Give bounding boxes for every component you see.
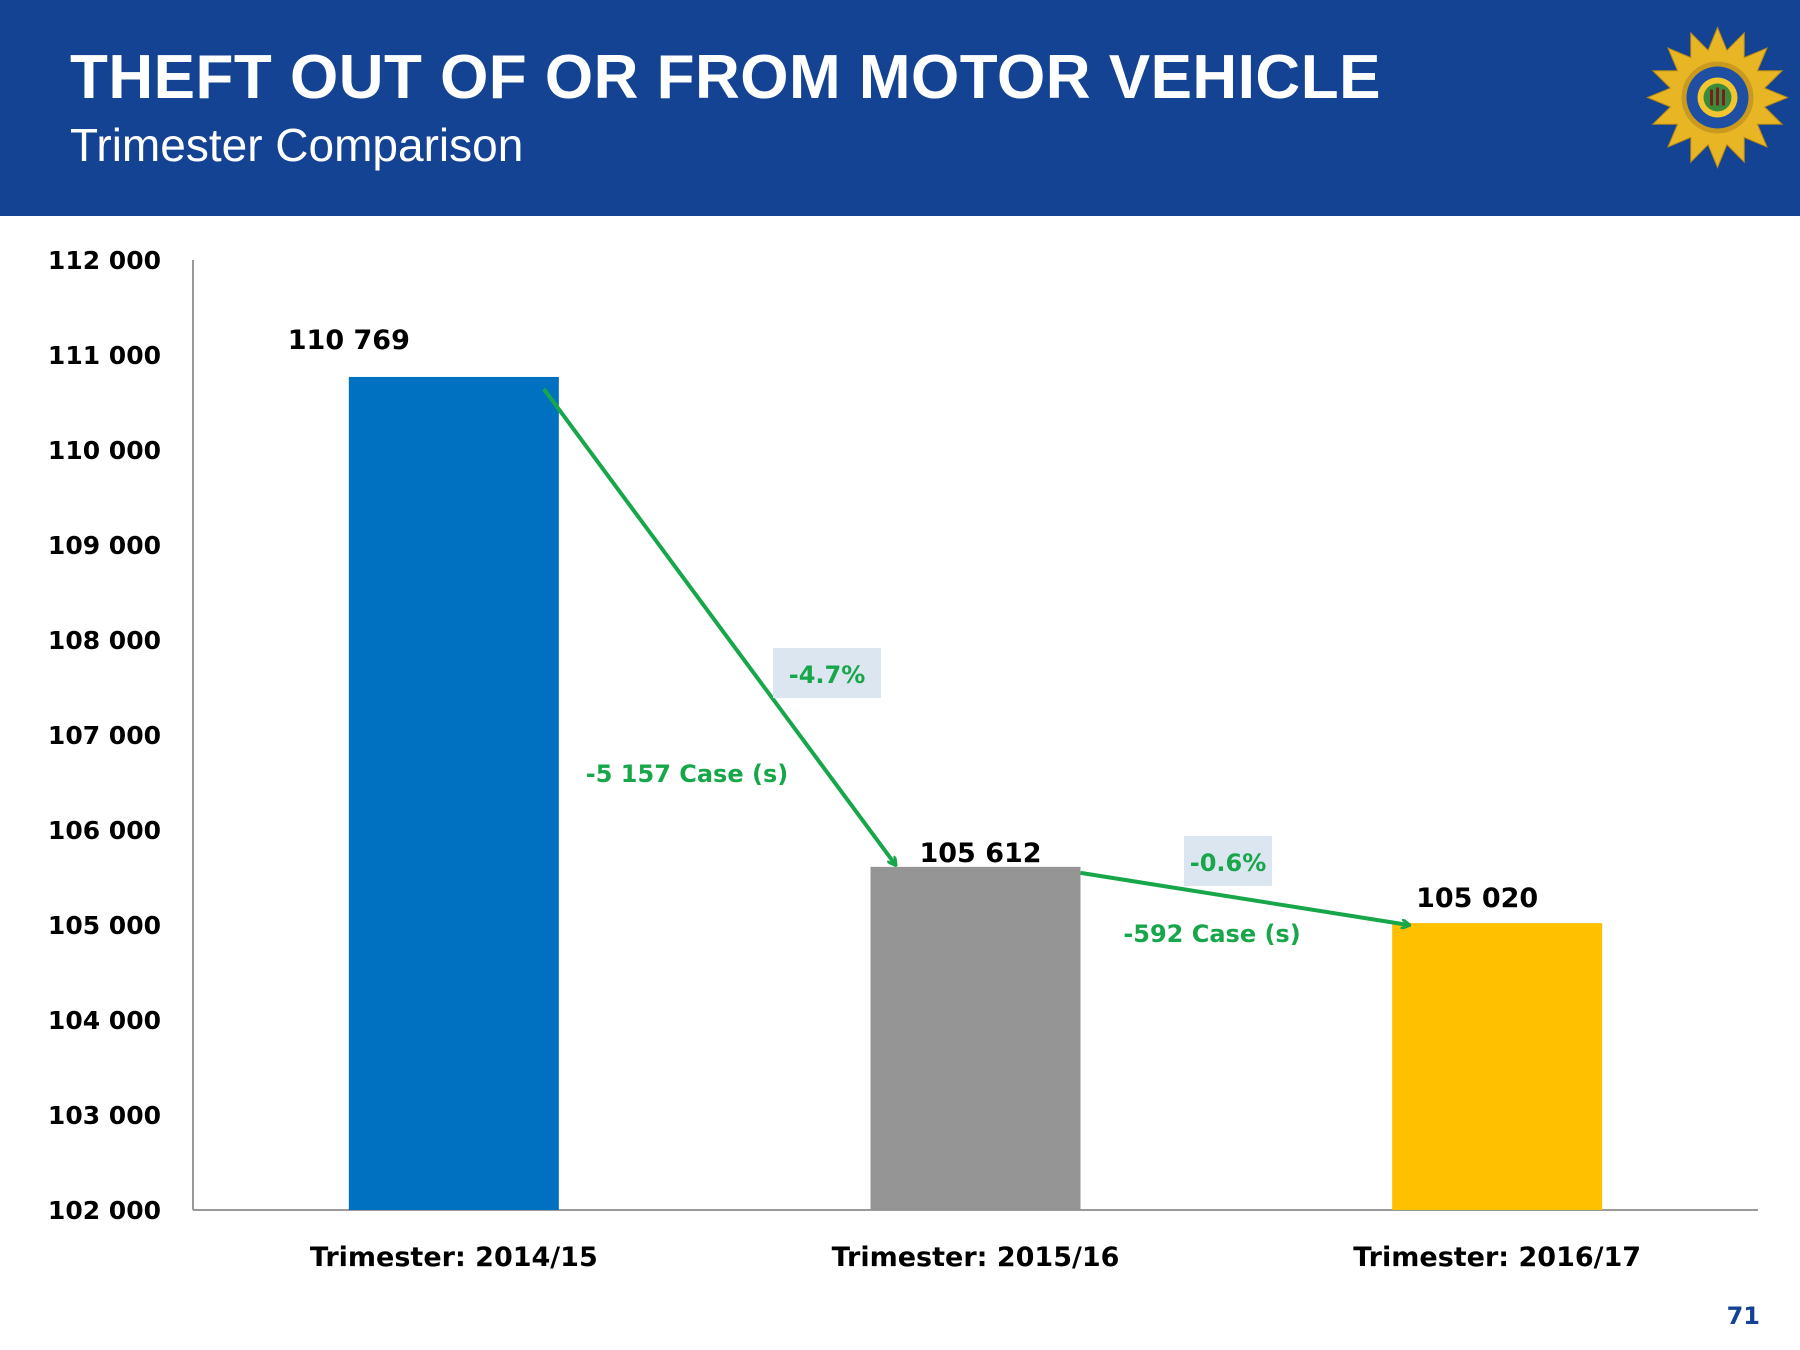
- bar: [1392, 923, 1603, 1210]
- x-tick-label: Trimester: 2014/15: [310, 1242, 598, 1273]
- percent-box: [773, 648, 881, 698]
- y-tick-label: 108 000: [48, 626, 161, 655]
- case-change-label: -592 Case (s): [1123, 920, 1300, 948]
- bar: [348, 376, 559, 1210]
- saps-star-badge-icon: [1646, 26, 1789, 169]
- x-tick-label: Trimester: 2015/16: [832, 1242, 1120, 1273]
- y-tick-label: 111 000: [48, 341, 161, 370]
- y-tick-label: 109 000: [48, 531, 161, 560]
- y-tick-label: 106 000: [48, 816, 161, 845]
- y-tick-label: 107 000: [48, 721, 161, 750]
- page-number: 71: [1726, 1302, 1760, 1330]
- x-tick-label: Trimester: 2016/17: [1353, 1242, 1641, 1273]
- y-tick-label: 104 000: [48, 1006, 161, 1035]
- change-arrow: [542, 387, 896, 865]
- bar-chart: 102 000 103 000 104 000 105 000 106 000 107 0…: [48, 246, 1758, 1273]
- data-label: 105 020: [1416, 883, 1538, 914]
- change-arrow: [1080, 870, 1410, 925]
- bar: [870, 866, 1081, 1210]
- header-bar: THEFT OUT OF OR FROM MOTOR VEHICLE Trime…: [0, 0, 1800, 216]
- y-tick-label: 112 000: [48, 246, 161, 275]
- data-label: 110 769: [288, 325, 410, 356]
- percent-change-label: -0.6%: [1190, 849, 1267, 877]
- y-tick-label: 102 000: [48, 1196, 161, 1225]
- page-title: THEFT OUT OF OR FROM MOTOR VEHICLE: [70, 43, 1381, 112]
- y-tick-label: 105 000: [48, 911, 161, 940]
- case-change-label: -5 157 Case (s): [586, 760, 788, 788]
- y-tick-label: 103 000: [48, 1101, 161, 1130]
- percent-box: [1184, 836, 1272, 886]
- data-label: 105 612: [919, 838, 1041, 869]
- y-tick-label: 110 000: [48, 436, 161, 465]
- percent-change-label: -4.7%: [789, 661, 866, 689]
- page-subtitle: Trimester Comparison: [70, 119, 524, 171]
